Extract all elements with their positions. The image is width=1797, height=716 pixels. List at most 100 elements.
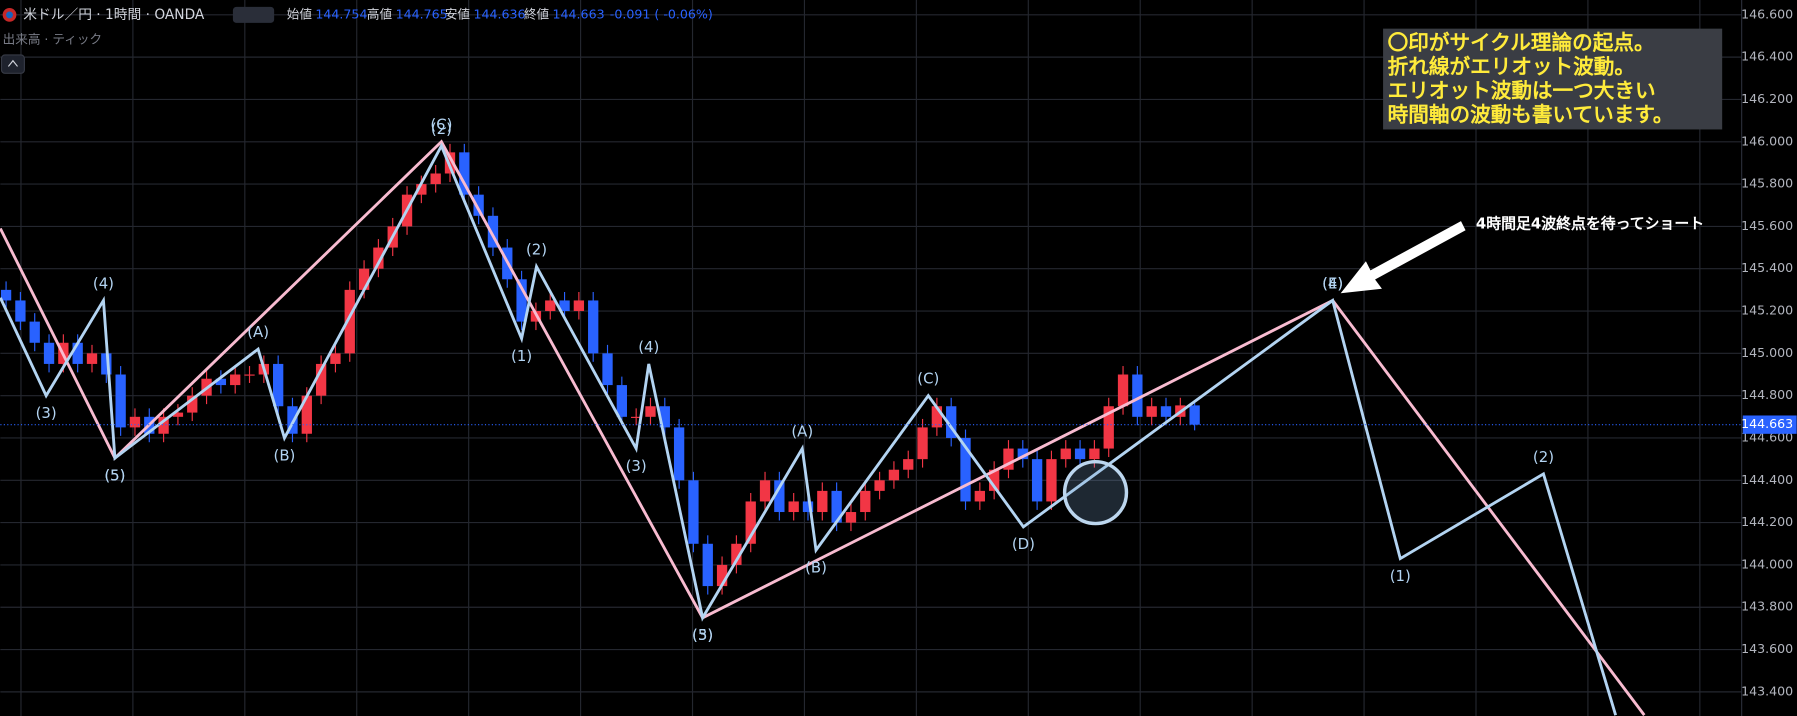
candle-body — [616, 385, 627, 417]
candle-body — [215, 378, 227, 386]
candle-body — [931, 406, 943, 428]
collapse-icon — [7, 59, 18, 67]
callout: 4時間足4波終点を待ってショート — [1476, 215, 1704, 233]
field-label: 終値 — [524, 6, 550, 21]
wave-label: (2) — [431, 120, 452, 138]
candle-body — [831, 490, 842, 523]
y-tick-label: 144.000 — [1741, 556, 1793, 571]
field-value: 144.636 — [473, 6, 525, 21]
wave-label: (1) — [511, 347, 532, 365]
wave-line — [0, 139, 1646, 716]
candle-body — [115, 374, 126, 428]
candle-body — [15, 300, 26, 322]
candle-body — [416, 184, 427, 195]
candle-body — [301, 395, 312, 434]
header: 米ドル／円 · 1時間 · OANDA 出来高 · ティック 始値 144.754… — [0, 6, 713, 74]
toggle[interactable] — [232, 6, 275, 23]
candle-body — [631, 416, 642, 418]
wave-label: (3) — [692, 626, 713, 644]
candle-body — [788, 501, 799, 513]
note-line: 折れ線がエリオット波動。 — [1388, 55, 1635, 79]
candle-body — [1017, 448, 1028, 460]
wave-label: (3) — [626, 457, 647, 475]
symbol: 米ドル／円 · 1時間 · OANDA — [23, 7, 205, 23]
wave-label: (4) — [638, 338, 659, 356]
candle-body — [244, 374, 255, 376]
price-axis: 146.600 146.400 146.200 146.000 145.800 145.6… — [0, 6, 1797, 698]
note-box — [1383, 28, 1723, 130]
candle-body — [1132, 374, 1143, 417]
candle-body — [802, 501, 814, 513]
candle-body — [1089, 448, 1100, 460]
candle-body — [1031, 459, 1043, 502]
candle-body — [860, 490, 871, 513]
candle-body — [817, 490, 828, 513]
candle-body — [1103, 406, 1114, 449]
candle-body — [187, 395, 198, 413]
y-tick-label: 145.600 — [1741, 218, 1793, 233]
wave-label: (C) — [917, 370, 939, 388]
note: 〇印がサイクル理論の起点。折れ線がエリオット波動。エリオット波動は一つ大きい時間… — [1388, 31, 1674, 127]
candle-body — [129, 416, 141, 428]
arrow — [1340, 221, 1466, 294]
y-tick-label: 146.200 — [1741, 91, 1793, 106]
wave-label: (C) — [430, 116, 452, 134]
candle-body — [989, 469, 1000, 491]
wave-label: (A) — [791, 423, 813, 441]
candle-body — [874, 480, 885, 491]
wave-label: (5) — [104, 466, 125, 484]
wave-label: (5) — [692, 626, 713, 644]
candle-body — [1074, 448, 1086, 460]
field-value: 144.754 — [315, 6, 367, 21]
candle-body — [273, 363, 284, 407]
candle-body — [487, 215, 499, 248]
candle-body — [745, 501, 756, 544]
wave-label: (B) — [805, 558, 827, 576]
candle-body — [702, 543, 713, 587]
field-label: 安値 — [445, 6, 471, 21]
candle-body — [72, 342, 83, 364]
waves: (5) (C) (3) (4) (3) (4) (5) (A) (B) (2) (1) (2) (3) (… — [0, 116, 1646, 716]
candle-body — [330, 353, 341, 364]
collapse-button[interactable] — [0, 54, 25, 74]
candle-body — [86, 353, 98, 364]
candle-body — [287, 406, 298, 434]
volume: 出来高 · ティック — [3, 32, 102, 47]
candle-body — [43, 342, 55, 364]
wave-label: (2) — [1533, 448, 1554, 466]
candle-body — [459, 152, 470, 195]
candle-body — [315, 363, 327, 396]
wave-line — [0, 142, 1618, 716]
candle-body — [716, 564, 728, 587]
candle-body — [774, 480, 785, 513]
candle-body — [0, 289, 12, 301]
candles — [0, 143, 1200, 595]
y-tick-label: 144.400 — [1741, 472, 1793, 487]
candle-body — [888, 469, 900, 481]
candle-body — [588, 300, 599, 354]
candle-body — [645, 406, 656, 417]
candle-body — [759, 480, 771, 502]
candle-body — [960, 437, 971, 502]
candle-body — [1146, 406, 1157, 417]
note-line: 〇印がサイクル理論の起点。 — [1388, 31, 1655, 55]
wave-label: (4) — [93, 274, 114, 292]
candle-body — [101, 353, 112, 375]
wave-label: (A) — [247, 323, 269, 341]
note-line: エリオット波動は一つ大きい — [1388, 79, 1656, 103]
wave-label: (D) — [1012, 535, 1035, 553]
change: -0.091 ( -0.06%) — [610, 6, 713, 21]
wave-label: (2) — [526, 241, 547, 259]
candle-body — [946, 406, 957, 438]
candle-body — [903, 459, 914, 470]
field-value: 144.765 — [396, 6, 448, 21]
y-tick-label: 143.800 — [1741, 599, 1793, 614]
candle-body — [1117, 374, 1129, 407]
candle-body — [516, 279, 527, 322]
y-tick-label: 145.000 — [1741, 345, 1793, 360]
wave-label: (5) — [104, 466, 125, 484]
candle-body — [545, 300, 556, 312]
wave-label: (E) — [1322, 274, 1343, 292]
wave-label: (4) — [1322, 274, 1343, 292]
